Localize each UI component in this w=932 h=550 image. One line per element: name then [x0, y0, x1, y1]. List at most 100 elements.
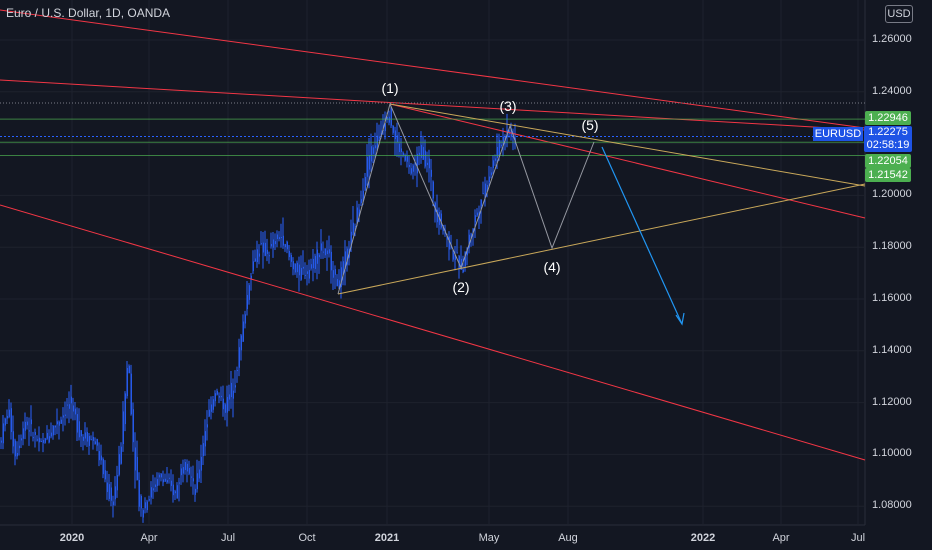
- price-tick-label: 1.12000: [872, 395, 912, 408]
- candle-body: [288, 250, 290, 258]
- candle-body: [272, 239, 274, 248]
- candle-body: [354, 225, 356, 227]
- candle-body: [4, 418, 6, 426]
- time-tick-label: 2022: [690, 532, 716, 544]
- candle-body: [210, 404, 212, 412]
- candle-body: [200, 456, 202, 471]
- candle-body: [374, 145, 376, 149]
- candle-body: [216, 390, 218, 395]
- candle-body: [182, 467, 184, 474]
- time-tick-label: 2021: [374, 532, 400, 544]
- candle-body: [324, 248, 326, 256]
- candle-body: [302, 266, 304, 269]
- candle-body: [248, 285, 250, 300]
- candle-body: [436, 209, 438, 223]
- candle-body: [492, 160, 494, 168]
- candle-body: [484, 183, 486, 195]
- candle-body: [368, 155, 370, 170]
- candle-body: [36, 439, 38, 441]
- candle-body: [52, 425, 54, 436]
- candle-body: [240, 335, 242, 351]
- candle-body: [384, 123, 386, 132]
- candle-body: [88, 436, 90, 446]
- time-tick-label: Apr: [772, 532, 790, 544]
- time-tick-label: Jul: [850, 532, 866, 544]
- time-tick-label: Oct: [298, 532, 316, 544]
- symbol-badge: EURUSD: [813, 127, 863, 141]
- candle-body: [262, 242, 264, 253]
- candle-body: [358, 209, 360, 215]
- candle-body: [362, 190, 364, 202]
- trendline-red-upper: [0, 9, 866, 129]
- candle-body: [242, 321, 244, 342]
- candle-body: [122, 411, 124, 445]
- candle-body: [396, 135, 398, 143]
- candle-body: [294, 263, 296, 273]
- time-tick-label: Aug: [558, 532, 578, 544]
- currency-button[interactable]: USD: [885, 5, 913, 23]
- candle-body: [168, 477, 170, 479]
- candle-body: [160, 473, 162, 478]
- candle-body: [198, 469, 200, 479]
- candle-body: [24, 421, 26, 431]
- candle-body: [56, 421, 58, 425]
- candle-body: [224, 404, 226, 413]
- candle-body: [98, 451, 100, 461]
- price-tick-label: 1.16000: [872, 292, 912, 304]
- candle-body: [238, 347, 240, 368]
- candle-body: [334, 269, 336, 275]
- candle-body: [314, 255, 316, 269]
- candle-body: [344, 251, 346, 269]
- candle-body: [304, 274, 306, 276]
- candle-body: [416, 153, 418, 174]
- elliott-wave-path: [337, 102, 595, 295]
- candle-body: [332, 270, 334, 278]
- candle-body: [106, 482, 108, 493]
- candle-body: [488, 176, 490, 183]
- support-lower-price-badge: 1.21542: [865, 168, 911, 182]
- wave-label-3: (3): [499, 98, 517, 114]
- candle-body: [108, 484, 110, 499]
- candle-body: [486, 184, 488, 192]
- candle-body: [326, 250, 328, 255]
- candle-body: [284, 244, 286, 248]
- candle-body: [150, 487, 152, 498]
- candle-body: [92, 437, 94, 441]
- time-tick-label: 2020: [59, 532, 85, 544]
- wedge-lower-line: [337, 183, 866, 295]
- price-tick-label: 1.14000: [872, 343, 912, 356]
- candle-body: [60, 419, 62, 424]
- candle-body: [480, 199, 482, 207]
- candle-body: [146, 501, 148, 511]
- candle-body: [208, 409, 210, 417]
- chart-title: Euro / U.S. Dollar, 1D, OANDA: [6, 6, 171, 20]
- candle-body: [366, 157, 368, 177]
- candle-body: [312, 258, 314, 269]
- candle-body: [422, 146, 424, 160]
- candle-body: [86, 431, 88, 442]
- candle-body: [390, 107, 392, 126]
- candle-body: [376, 135, 378, 151]
- current-price: 1.22275: [868, 126, 908, 138]
- candle-body: [410, 168, 412, 174]
- candle-body: [130, 373, 132, 415]
- candle-body: [194, 488, 196, 495]
- candle-body: [144, 502, 146, 509]
- candle-body: [306, 271, 308, 274]
- candle-body: [18, 445, 20, 449]
- candle-body: [186, 463, 188, 472]
- candle-body: [446, 237, 448, 240]
- candle-body: [0, 440, 2, 443]
- wave-label-4: (4): [543, 259, 561, 275]
- candle-body: [170, 480, 172, 486]
- candle-body: [318, 254, 320, 258]
- candle-body: [196, 473, 198, 490]
- candle-body: [54, 425, 56, 428]
- candle-body: [328, 249, 330, 254]
- candle-body: [236, 370, 238, 372]
- candle-body: [136, 456, 138, 481]
- candle-body: [6, 415, 8, 419]
- candle-body: [482, 193, 484, 195]
- candle-body: [80, 430, 82, 437]
